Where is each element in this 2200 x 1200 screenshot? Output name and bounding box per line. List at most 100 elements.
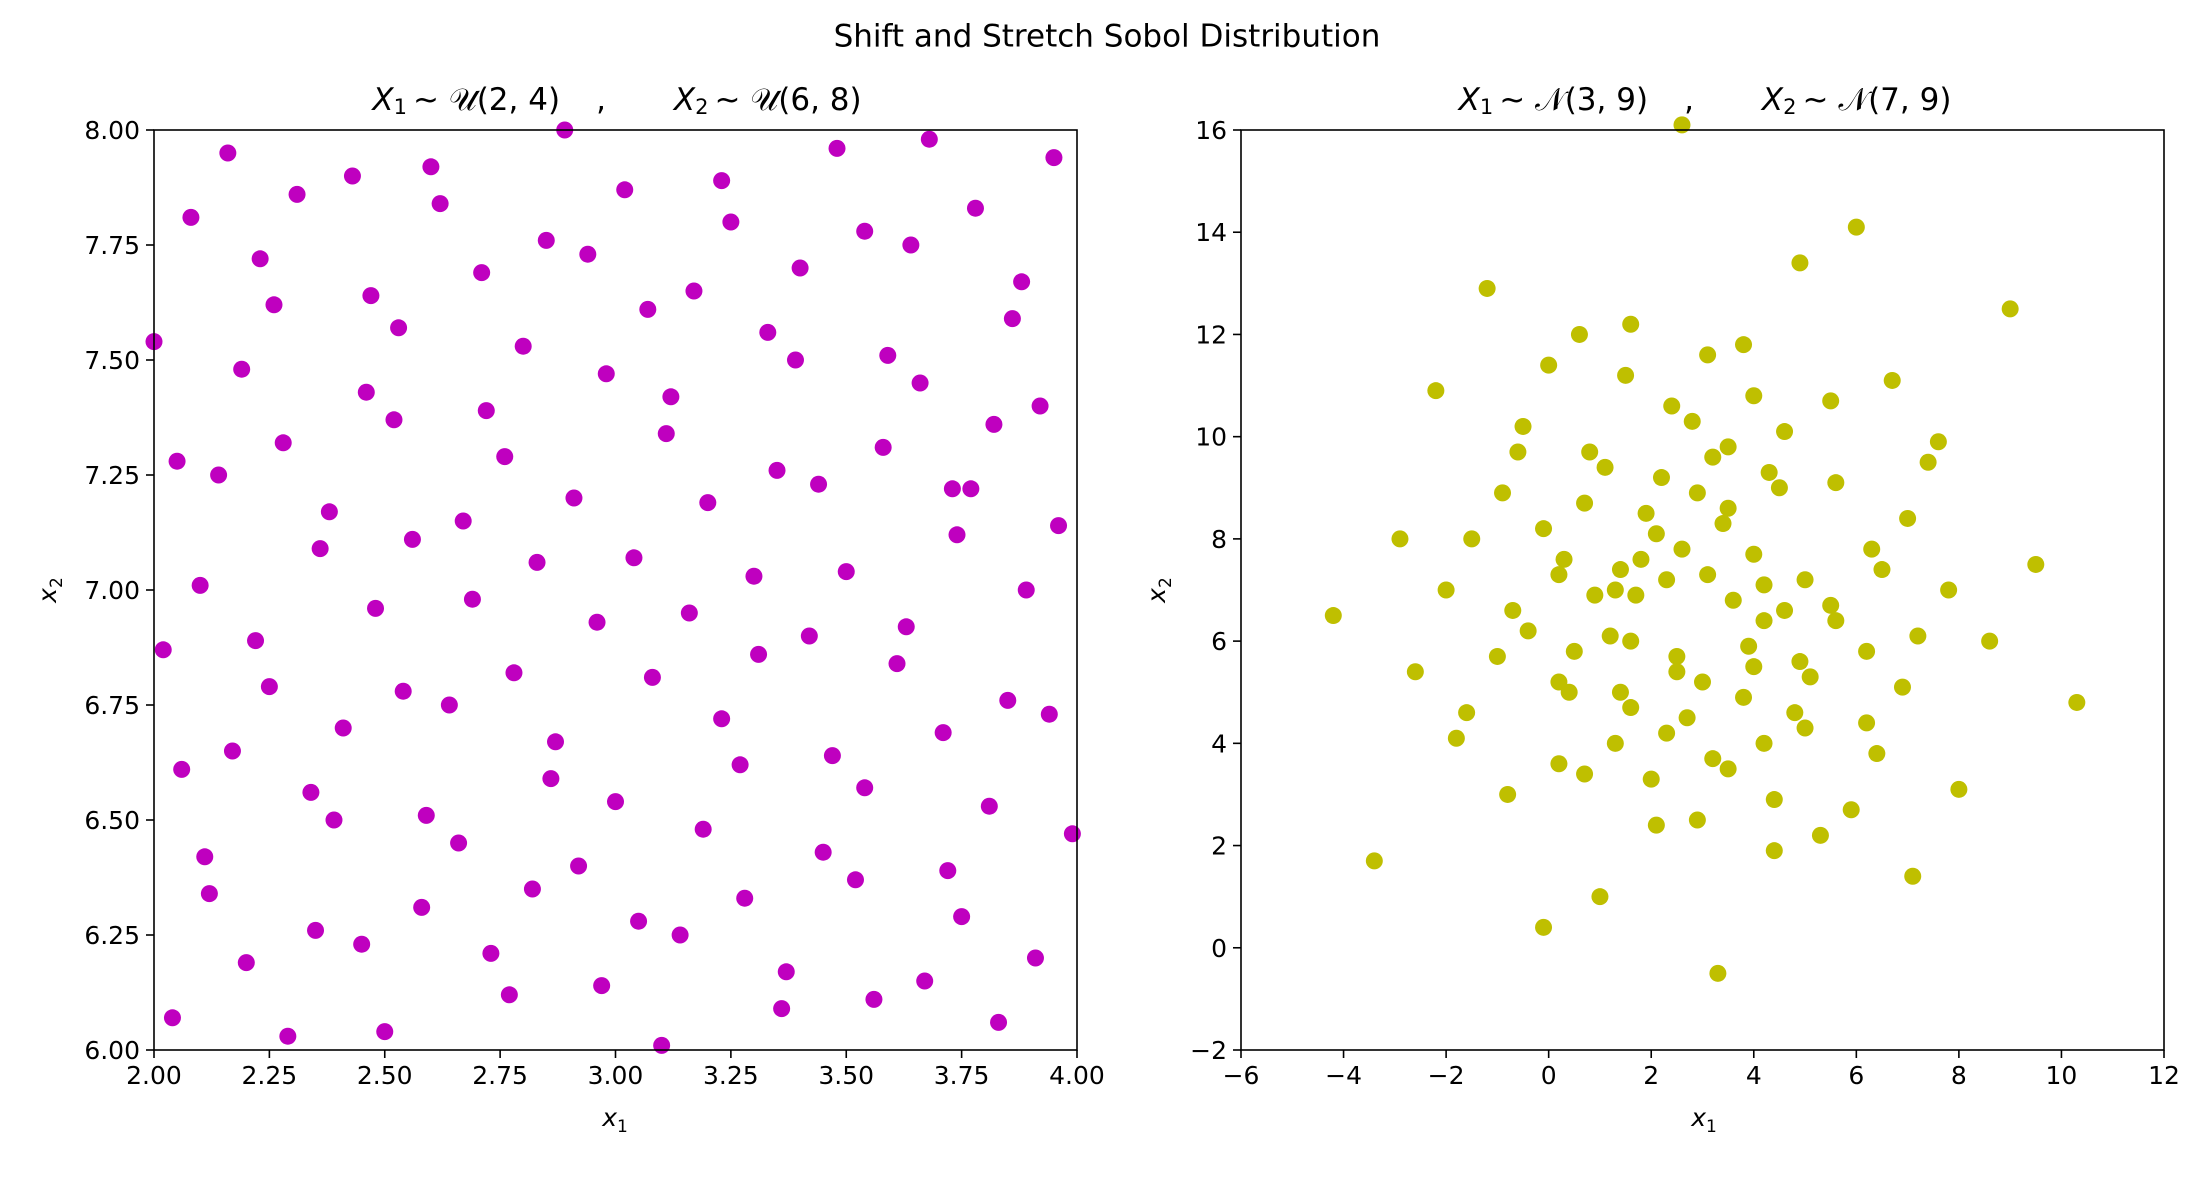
scatter-point xyxy=(1755,734,1773,752)
scatter-point xyxy=(1883,371,1901,389)
scatter-point xyxy=(1026,949,1044,967)
scatter-point xyxy=(745,567,763,585)
scatter-point xyxy=(1714,515,1732,533)
scatter-point xyxy=(1770,479,1788,497)
scatter-point xyxy=(759,323,777,341)
scatter-point xyxy=(1622,699,1640,717)
scatter-point xyxy=(1540,356,1558,374)
scatter-point xyxy=(1822,392,1840,410)
scatter-point xyxy=(1760,463,1778,481)
scatter-point xyxy=(1668,647,1686,665)
scatter-point xyxy=(1893,678,1911,696)
scatter-point xyxy=(1673,116,1691,134)
scatter-point xyxy=(1504,601,1522,619)
x-tick-label: 8 xyxy=(1951,1061,1967,1090)
title-var1: X xyxy=(1457,82,1481,118)
scatter-point xyxy=(1050,517,1068,535)
scatter-point xyxy=(1827,612,1845,630)
scatter-point xyxy=(1611,683,1629,701)
scatter-point xyxy=(223,742,241,760)
scatter-point xyxy=(422,158,440,176)
xlabel-base: x xyxy=(1690,1103,1706,1132)
scatter-point xyxy=(288,185,306,203)
scatter-point xyxy=(1704,750,1722,768)
scatter-point xyxy=(547,733,565,751)
x-tick-label: 3.00 xyxy=(588,1061,644,1090)
x-tick-label: 4.00 xyxy=(1049,1061,1105,1090)
scatter-point xyxy=(390,319,408,337)
scatter-point xyxy=(565,489,583,507)
scatter-point xyxy=(616,181,634,199)
scatter-point xyxy=(307,921,325,939)
scatter-point xyxy=(1647,816,1665,834)
scatter-point xyxy=(1699,346,1717,364)
x-tick-label: 2.50 xyxy=(357,1061,413,1090)
scatter-point xyxy=(1796,719,1814,737)
title-sep: , xyxy=(1684,82,1694,118)
scatter-point xyxy=(200,885,218,903)
scatter-point xyxy=(750,645,768,663)
title-sep: , xyxy=(596,82,606,118)
scatter-point xyxy=(879,346,897,364)
panel-normal-title: X1 ~ 𝒩(3, 9), X2 ~ 𝒩(7, 9) xyxy=(1457,82,1952,120)
panel-normal-ylabel: x2 xyxy=(1142,577,1176,604)
scatter-point xyxy=(990,1013,1008,1031)
title-dist1: ~ 𝒰(2, 4) xyxy=(413,82,560,118)
scatter-point xyxy=(334,719,352,737)
panel-uniform-xlabel: x1 xyxy=(601,1103,628,1137)
title-dist2: ~ 𝒩(7, 9) xyxy=(1803,82,1952,118)
scatter-point xyxy=(1463,530,1481,548)
scatter-point xyxy=(1003,310,1021,328)
scatter-point xyxy=(1683,412,1701,430)
xlabel-sub: 1 xyxy=(617,1117,628,1137)
scatter-point xyxy=(1847,218,1865,236)
scatter-point xyxy=(1709,964,1727,982)
panel-uniform-xticks: 2.00 2.25 2.50 2.75 3.00 3.25 3.50 3.75 4.00 xyxy=(126,1050,1105,1090)
scatter-point xyxy=(1565,642,1583,660)
x-tick-label: −6 xyxy=(1223,1061,1260,1090)
title-dist1: ~ 𝒩(3, 9) xyxy=(1499,82,1648,118)
y-tick-label: 8 xyxy=(1211,525,1227,554)
scatter-point xyxy=(219,144,237,162)
panel-normal: X1 ~ 𝒩(3, 9), X2 ~ 𝒩(7, 9) −6 −4 −2 0 2 4 6 8 10 12 … xyxy=(1142,82,2180,1138)
scatter-point xyxy=(671,926,689,944)
scatter-point xyxy=(1796,571,1814,589)
scatter-point xyxy=(2001,300,2019,318)
scatter-point xyxy=(570,857,588,875)
scatter-point xyxy=(385,411,403,429)
scatter-point xyxy=(1391,530,1409,548)
title-dist2: ~ 𝒰(6, 8) xyxy=(715,82,862,118)
scatter-point xyxy=(579,245,597,263)
scatter-point xyxy=(731,756,749,774)
scatter-point xyxy=(865,990,883,1008)
scatter-point xyxy=(1873,561,1891,579)
scatter-point xyxy=(773,1000,791,1018)
scatter-point xyxy=(699,494,717,512)
scatter-point xyxy=(1611,561,1629,579)
scatter-point xyxy=(846,871,864,889)
scatter-point xyxy=(1447,729,1465,747)
scatter-point xyxy=(1745,545,1763,563)
scatter-point xyxy=(625,549,643,567)
scatter-point xyxy=(196,848,214,866)
scatter-point xyxy=(1591,888,1609,906)
scatter-point xyxy=(966,199,984,217)
scatter-point xyxy=(916,972,934,990)
scatter-point xyxy=(1040,705,1058,723)
scatter-point xyxy=(1699,566,1717,584)
scatter-point xyxy=(542,770,560,788)
scatter-point xyxy=(1406,663,1424,681)
panel-normal-xticks: −6 −4 −2 0 2 4 6 8 10 12 xyxy=(1223,1050,2180,1090)
scatter-point xyxy=(939,862,957,880)
scatter-point xyxy=(247,632,265,650)
x-tick-label: 2.75 xyxy=(472,1061,528,1090)
scatter-point xyxy=(1576,765,1594,783)
scatter-point xyxy=(874,438,892,456)
y-tick-label: −2 xyxy=(1190,1036,1227,1065)
scatter-point xyxy=(1704,448,1722,466)
scatter-point xyxy=(934,724,952,742)
scatter-point xyxy=(1822,596,1840,614)
scatter-point xyxy=(1801,668,1819,686)
scatter-point xyxy=(1776,601,1794,619)
title-sub2: 2 xyxy=(695,95,708,119)
